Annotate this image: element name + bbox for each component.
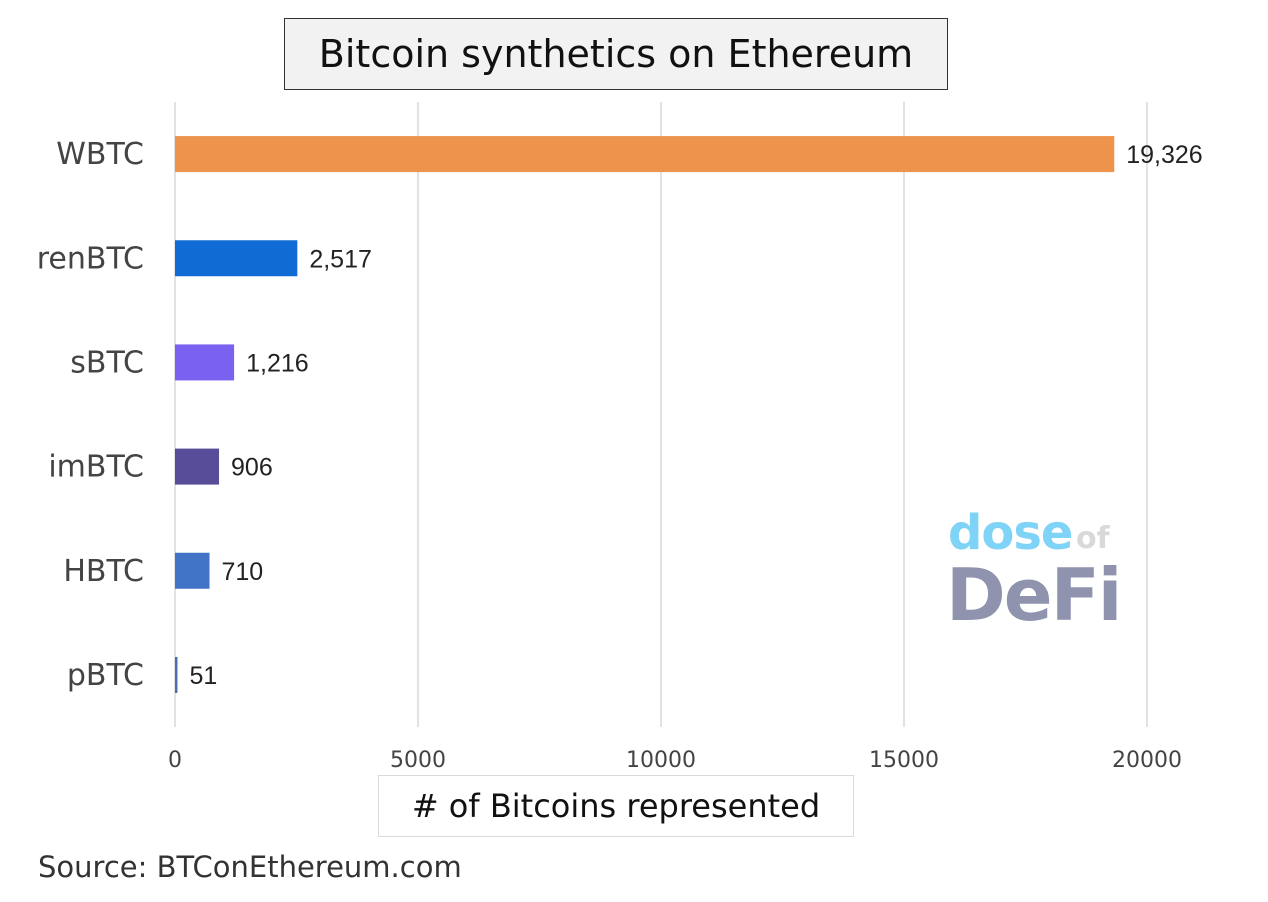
source-note: Source: BTConEthereum.com xyxy=(38,850,462,884)
logo-of-text: of xyxy=(1076,521,1110,556)
data-label: 1,216 xyxy=(246,349,309,377)
bar-renbtc xyxy=(175,240,298,277)
data-label: 906 xyxy=(231,454,273,482)
logo-defi-text: DeFi xyxy=(946,553,1122,637)
dose-of-defi-logo: dose of DeFi xyxy=(946,505,1122,637)
bar-sbtc xyxy=(175,344,235,381)
category-label: imBTC xyxy=(48,450,144,485)
category-label: HBTC xyxy=(63,554,144,589)
category-label: sBTC xyxy=(70,345,144,380)
data-label: 51 xyxy=(189,662,217,690)
bar-hbtc xyxy=(175,552,210,589)
category-label: renBTC xyxy=(37,241,144,276)
x-tick-label: 20000 xyxy=(1112,748,1182,773)
data-label: 2,517 xyxy=(309,245,372,273)
x-tick-label: 0 xyxy=(168,748,182,773)
x-tick-label: 5000 xyxy=(390,748,446,773)
logo-dose-text: dose xyxy=(948,505,1073,561)
bar-imbtc xyxy=(175,448,220,485)
x-tick-label: 15000 xyxy=(869,748,939,773)
bar-wbtc xyxy=(175,136,1115,173)
chart-title: Bitcoin synthetics on Ethereum xyxy=(284,18,948,90)
x-axis-label: # of Bitcoins represented xyxy=(378,775,854,837)
category-label: WBTC xyxy=(56,137,144,172)
data-label: 710 xyxy=(222,558,264,586)
x-tick-label: 10000 xyxy=(626,748,696,773)
data-label: 19,326 xyxy=(1126,141,1202,169)
category-label: pBTC xyxy=(67,658,144,693)
bar-pbtc xyxy=(175,656,178,693)
